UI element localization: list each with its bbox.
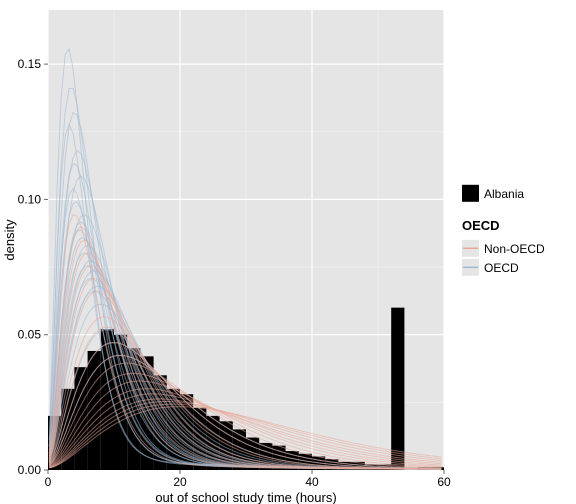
y-tick-label: 0.05 [18, 328, 42, 342]
y-tick-label: 0.15 [18, 57, 42, 71]
chart-svg: 0 20 40 60 0.00 0.05 0.10 0.15 out of school stu… [0, 0, 576, 504]
legend-swatch-fill [462, 185, 479, 202]
legend-item-label: OECD [484, 261, 519, 275]
x-tick-label: 20 [173, 475, 187, 489]
x-axis-label: out of school study time (hours) [155, 490, 336, 504]
chart-wrapper: 0 20 40 60 0.00 0.05 0.10 0.15 out of school stu… [0, 0, 576, 504]
y-tick-label: 0.00 [18, 463, 42, 477]
x-tick-label: 40 [305, 475, 319, 489]
x-tick-label: 0 [45, 475, 52, 489]
legend-item-label: Non-OECD [484, 242, 545, 256]
legend-fill-label: Albania [484, 187, 524, 201]
x-tick-label: 60 [437, 475, 451, 489]
y-tick-label: 0.10 [18, 192, 42, 206]
hist-bar [74, 367, 87, 470]
y-axis-label: density [2, 219, 17, 261]
hist-bar [391, 308, 404, 470]
legend-color-title: OECD [462, 218, 500, 233]
